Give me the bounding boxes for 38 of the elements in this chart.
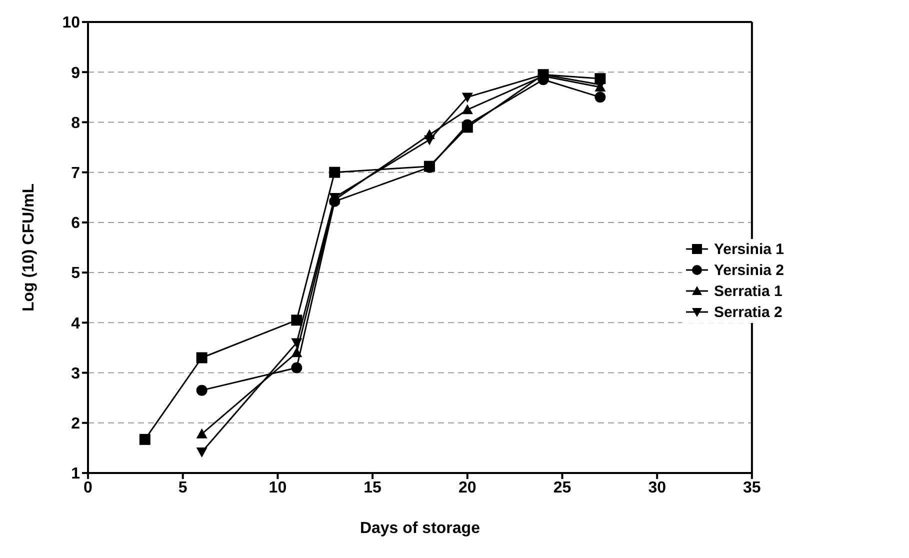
point	[329, 166, 340, 178]
legend-label: Yersinia 1	[714, 240, 784, 258]
x-tick-label: 30	[648, 479, 666, 496]
y-tick-label: 2	[71, 416, 80, 433]
point	[462, 92, 473, 103]
point	[196, 352, 208, 364]
point	[291, 314, 302, 326]
x-tick-label: 20	[458, 479, 476, 496]
x-axis-title: Days of storage	[360, 520, 480, 537]
point	[291, 362, 302, 374]
point	[291, 338, 302, 348]
point	[196, 384, 208, 396]
point	[139, 434, 150, 445]
legend-label: Serratia 1	[714, 282, 782, 300]
y-tick-label: 7	[71, 165, 80, 182]
point	[462, 104, 473, 114]
y-tick-label: 3	[71, 365, 80, 382]
y-tick-label: 4	[71, 315, 80, 332]
y-tick-label: 6	[71, 215, 80, 232]
legend-label: Serratia 2	[714, 304, 782, 320]
point	[424, 135, 435, 146]
x-tick-label: 35	[743, 479, 761, 496]
point	[196, 448, 208, 458]
y-tick-label: 10	[62, 14, 80, 32]
x-tick-label: 10	[268, 479, 287, 496]
x-tick-label: 15	[364, 479, 382, 496]
y-tick-label: 9	[71, 64, 80, 82]
point	[291, 347, 302, 358]
y-axis-title: Log (10) CFU/mL	[20, 183, 38, 312]
x-tick-label: 0	[84, 479, 93, 496]
x-tick-label: 5	[178, 479, 188, 496]
x-tick-label: 25	[553, 479, 572, 496]
legend-label: Yersinia 2	[714, 262, 784, 278]
y-tick-label: 8	[71, 114, 80, 132]
point	[594, 92, 606, 103]
y-tick-label: 5	[71, 265, 80, 282]
point	[196, 428, 208, 438]
y-tick-label: 1	[71, 466, 80, 483]
